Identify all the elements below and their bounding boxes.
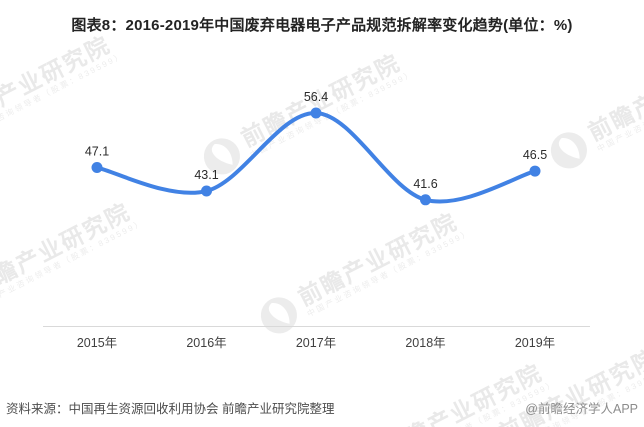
data-point <box>91 162 103 174</box>
data-point <box>529 165 541 177</box>
x-axis-label: 2015年 <box>77 336 117 350</box>
data-point <box>310 107 322 119</box>
data-label: 41.6 <box>413 177 437 191</box>
data-point <box>201 185 212 197</box>
data-label: 56.4 <box>304 90 328 104</box>
chart-title: 图表8：2016-2019年中国废弃电器电子产品规范拆解率变化趋势(单位：%) <box>71 17 573 34</box>
data-label: 47.1 <box>85 145 109 159</box>
data-label: 43.1 <box>194 168 218 182</box>
series-line <box>95 110 537 204</box>
data-point <box>420 194 431 206</box>
credit-note: @前瞻经济学人APP <box>525 402 638 416</box>
x-axis-label: 2016年 <box>186 336 226 350</box>
x-axis-label: 2018年 <box>405 336 445 350</box>
x-axis-label: 2019年 <box>515 336 555 350</box>
source-note: 资料来源：中国再生资源回收利用协会 前瞻产业研究院整理 <box>6 402 335 416</box>
data-label: 46.5 <box>523 148 547 162</box>
x-axis-label: 2017年 <box>296 336 336 350</box>
